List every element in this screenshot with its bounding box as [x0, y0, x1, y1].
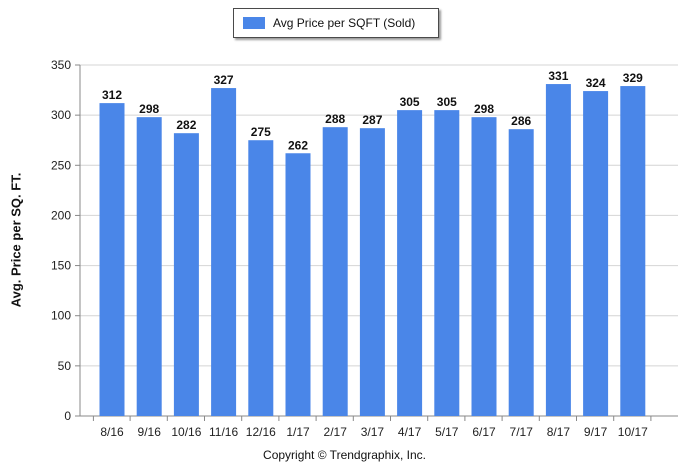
bar [211, 88, 237, 417]
data-label: 329 [623, 71, 643, 85]
x-tick-label: 5/17 [435, 425, 459, 439]
x-tick-label: 10/16 [171, 425, 201, 439]
y-tick-label: 50 [58, 359, 72, 373]
bar [620, 86, 646, 416]
data-label: 275 [251, 125, 271, 139]
bar [583, 91, 609, 417]
y-tick-label: 0 [64, 409, 71, 423]
bar [434, 110, 460, 416]
x-tick-label: 8/17 [547, 425, 571, 439]
x-tick-label: 10/17 [618, 425, 648, 439]
legend: Avg Price per SQFT (Sold) [233, 8, 439, 38]
y-tick-label: 100 [51, 309, 71, 323]
bar [248, 140, 274, 416]
bar [99, 103, 125, 416]
y-axis-label: Avg. Price per SQ. FT. [8, 172, 24, 308]
bar [359, 128, 385, 416]
y-tick-labels: 0 50 100 150 200 250 300 350 [51, 58, 71, 423]
data-label: 286 [511, 114, 531, 128]
data-label: 305 [437, 95, 457, 109]
bar [471, 117, 497, 417]
x-tick-label: 4/17 [398, 425, 422, 439]
data-label: 262 [288, 138, 308, 152]
y-tick-label: 250 [51, 158, 71, 172]
y-tick-label: 300 [51, 108, 71, 122]
y-tick-label: 150 [51, 259, 71, 273]
legend-label: Avg Price per SQFT (Sold) [273, 16, 416, 30]
data-labels: 312 298 282 327 275 262 288 287 305 305 298 286 331 3… [102, 69, 643, 152]
y-tick-label: 200 [51, 208, 71, 222]
x-tick-labels: 8/16 9/16 10/16 11/16 12/16 1/17 2/17 3/17 4/17 5… [100, 425, 648, 439]
legend-swatch [243, 17, 265, 29]
data-label: 298 [139, 102, 159, 116]
x-tick-label: 6/17 [472, 425, 496, 439]
data-label: 324 [586, 76, 606, 90]
data-label: 305 [400, 95, 420, 109]
data-label: 312 [102, 88, 122, 102]
bar [322, 127, 348, 417]
bar [136, 117, 162, 417]
data-label: 287 [362, 113, 382, 127]
x-tick-label: 8/16 [100, 425, 124, 439]
x-tick-label: 11/16 [209, 425, 238, 439]
x-tick-label: 2/17 [324, 425, 348, 439]
bars [99, 84, 646, 417]
bar [508, 129, 534, 416]
data-label: 298 [474, 102, 494, 116]
bar [545, 84, 571, 416]
bar [285, 153, 311, 416]
x-tick-label: 9/17 [584, 425, 608, 439]
bar [397, 110, 423, 416]
data-label: 288 [325, 112, 345, 126]
x-tick-label: 7/17 [510, 425, 534, 439]
x-tick-label: 1/17 [286, 425, 310, 439]
data-label: 327 [214, 73, 234, 87]
x-tick-label: 9/16 [138, 425, 162, 439]
x-tick-label: 3/17 [361, 425, 385, 439]
x-tick-label: 12/16 [246, 425, 276, 439]
data-label: 331 [548, 69, 568, 83]
copyright-footer: Copyright © Trendgraphix, Inc. [263, 448, 426, 462]
bar [173, 133, 199, 417]
y-tick-label: 350 [51, 58, 71, 72]
data-label: 282 [176, 118, 196, 132]
